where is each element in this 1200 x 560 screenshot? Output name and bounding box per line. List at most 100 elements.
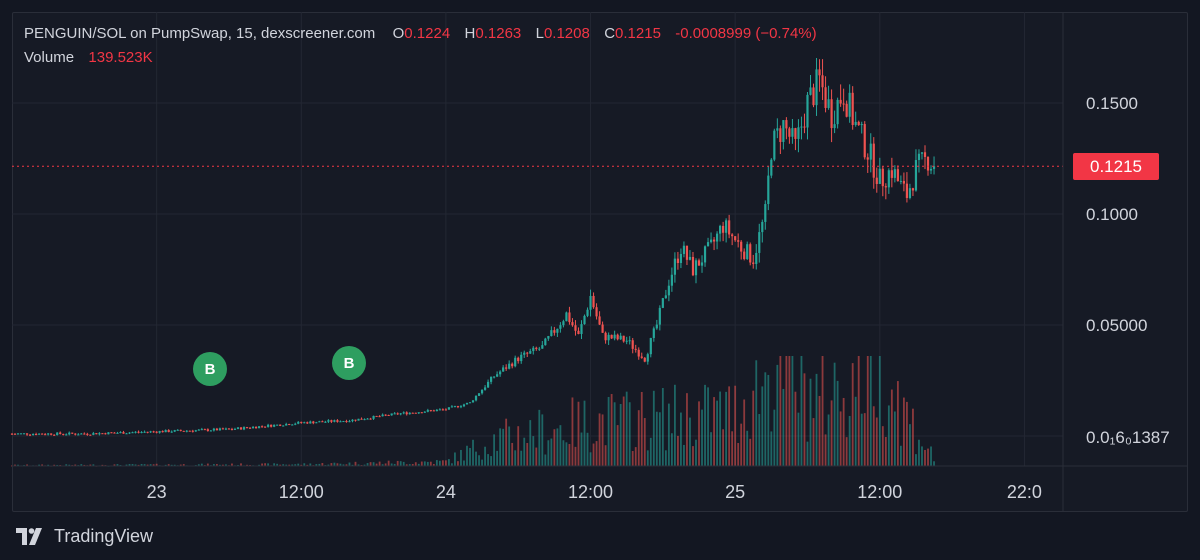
volume-bar: [420, 461, 423, 466]
volume-bar: [637, 410, 640, 466]
volume-bar: [170, 464, 173, 466]
volume-bar: [463, 460, 465, 466]
candle-body: [468, 402, 472, 404]
candle-body: [423, 411, 426, 413]
candle-body: [815, 69, 818, 106]
candle-body: [321, 421, 324, 423]
volume-bar: [577, 401, 580, 466]
volume-bar: [791, 356, 794, 466]
volume-bar: [866, 356, 869, 466]
candle-body: [845, 103, 848, 117]
volume-bar: [532, 436, 535, 466]
volume-bar: [833, 362, 836, 466]
volume-bar: [607, 396, 610, 466]
candle-body: [387, 415, 390, 417]
candle-body: [839, 99, 842, 104]
candle-body: [197, 429, 200, 431]
volume-bar: [815, 373, 818, 466]
volume-bar: [652, 390, 655, 466]
volume-bar: [556, 428, 559, 466]
volume-bar: [541, 414, 544, 466]
candle-body: [613, 334, 616, 339]
candle-body: [532, 347, 535, 352]
candle-body: [773, 130, 776, 160]
candle-body: [348, 421, 351, 423]
candle-body: [89, 434, 92, 436]
buy-marker-icon[interactable]: B: [332, 346, 366, 380]
volume-bar: [206, 463, 209, 466]
volume-legend: Volume 139.523K: [24, 49, 153, 66]
candle-body: [830, 99, 833, 129]
candle-body: [438, 409, 441, 411]
candle-body: [700, 262, 704, 266]
volume-bar: [267, 463, 270, 466]
volume-bar: [83, 464, 86, 466]
candle-body: [493, 376, 496, 378]
volume-bar: [285, 464, 288, 466]
candle-body: [709, 239, 713, 243]
candle-body: [761, 221, 764, 233]
candle-body: [610, 334, 613, 339]
candle-body: [821, 75, 824, 88]
volume-bar: [167, 464, 170, 466]
candle-body: [185, 430, 188, 432]
volume-bar: [550, 438, 553, 466]
volume-bar: [490, 456, 492, 466]
volume-bar: [417, 463, 420, 466]
candle-body: [851, 92, 854, 125]
volume-bar: [348, 462, 351, 466]
volume-bar: [589, 452, 592, 466]
volume-bar: [731, 431, 734, 466]
low-value: 0.1208: [543, 25, 590, 42]
volume-bar: [426, 461, 429, 466]
volume-bar: [143, 464, 146, 466]
candle-body: [743, 251, 746, 260]
volume-bar: [930, 446, 932, 466]
volume-bar: [41, 464, 44, 466]
candle-body: [260, 426, 264, 428]
low-key: L: [535, 25, 544, 42]
candle-body: [417, 412, 420, 414]
volume-bar: [273, 463, 276, 466]
high-value: 0.1263: [475, 25, 522, 42]
volume-bar: [809, 378, 812, 466]
candle-body: [336, 420, 339, 422]
candle-body: [643, 357, 646, 362]
volume-bar: [26, 464, 28, 466]
candle-body: [131, 432, 134, 434]
volume-bar: [294, 464, 297, 466]
candle-body: [785, 120, 788, 129]
branding[interactable]: TradingView: [16, 526, 153, 547]
candle-body: [279, 424, 282, 426]
volume-bar: [149, 464, 152, 466]
candle-body: [646, 354, 649, 362]
candle-body: [312, 421, 315, 424]
candle-body: [749, 244, 752, 263]
candle-body: [128, 432, 131, 434]
buy-marker-icon[interactable]: B: [193, 352, 227, 386]
volume-bar: [713, 397, 715, 466]
candle-body: [351, 419, 354, 422]
volume-bar: [785, 356, 788, 466]
volume-bar: [125, 464, 128, 466]
volume-bar: [812, 418, 815, 466]
volume-bar: [710, 432, 712, 466]
volume-bar: [737, 443, 740, 466]
volume-bar: [288, 464, 291, 466]
candle-body: [514, 357, 517, 367]
volume-bar: [372, 462, 375, 466]
candle-body: [752, 262, 755, 264]
volume-bar: [53, 464, 56, 466]
candle-body: [583, 315, 586, 325]
volume-bar: [342, 464, 345, 466]
candle-body: [315, 422, 318, 424]
time-tick-label: 24: [436, 482, 456, 502]
volume-bar: [113, 464, 116, 466]
candle-body: [712, 239, 716, 242]
volume-bar: [836, 380, 839, 466]
volume-bar: [899, 445, 902, 466]
candle-body: [62, 433, 65, 435]
candle-body: [541, 345, 544, 349]
volume-bar: [761, 386, 764, 466]
